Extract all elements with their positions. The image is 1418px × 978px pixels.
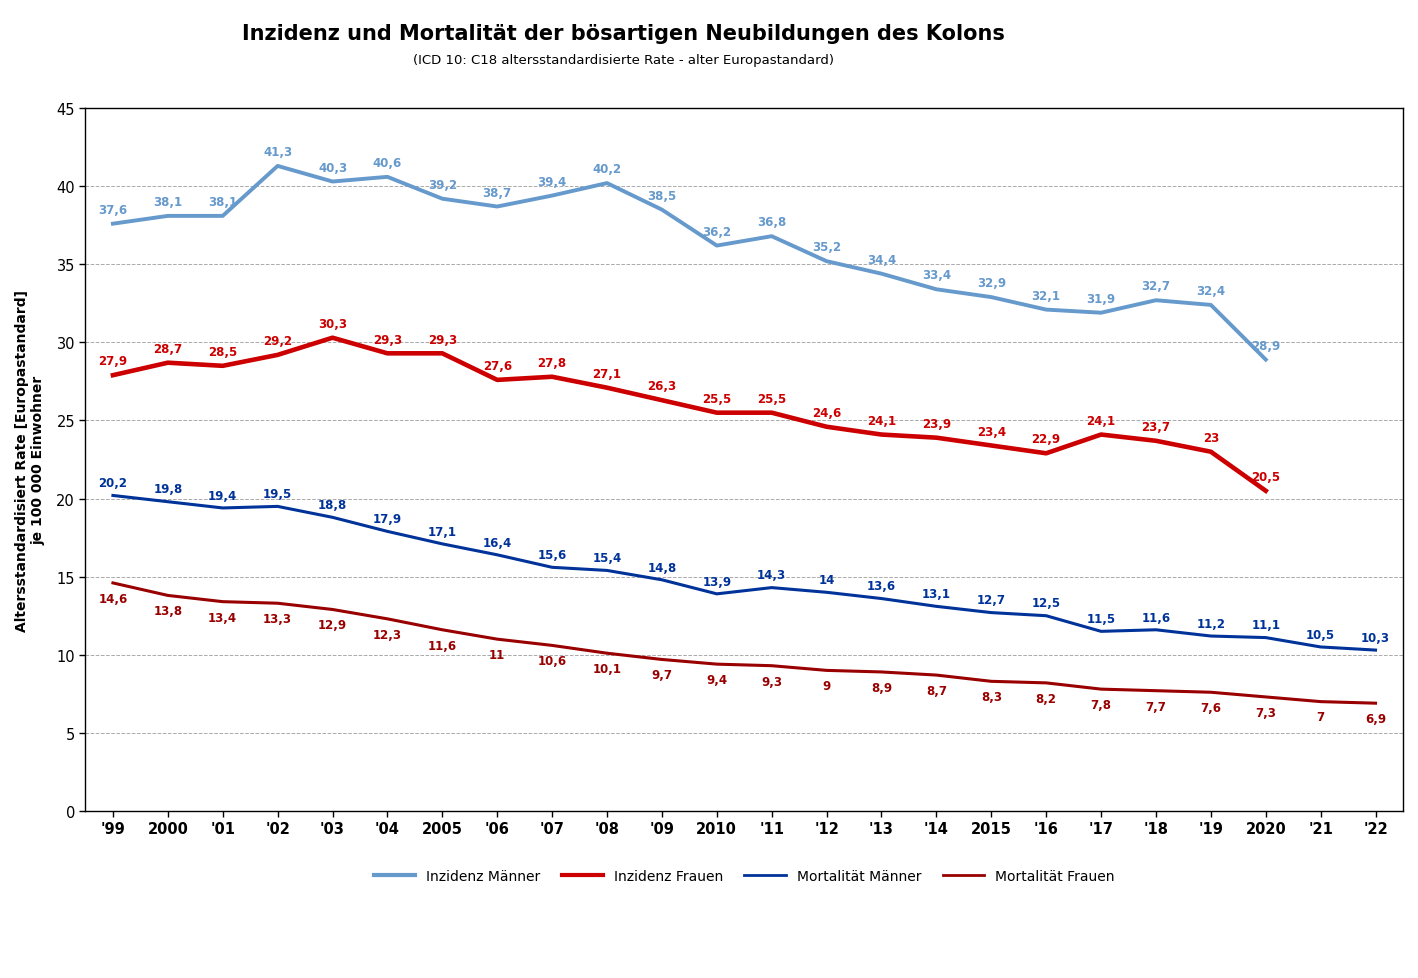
Text: 7,6: 7,6 xyxy=(1201,701,1221,714)
Text: 31,9: 31,9 xyxy=(1086,292,1116,305)
Text: 18,8: 18,8 xyxy=(318,499,347,511)
Text: 12,7: 12,7 xyxy=(977,594,1005,606)
Text: 32,9: 32,9 xyxy=(977,277,1005,290)
Text: 36,2: 36,2 xyxy=(702,226,732,239)
Text: 30,3: 30,3 xyxy=(318,318,347,331)
Text: 8,7: 8,7 xyxy=(926,685,947,697)
Text: 36,8: 36,8 xyxy=(757,216,787,229)
Text: 27,1: 27,1 xyxy=(593,368,621,380)
Text: 11,5: 11,5 xyxy=(1086,612,1116,626)
Text: 19,5: 19,5 xyxy=(262,488,292,501)
Text: 40,3: 40,3 xyxy=(318,161,347,174)
Text: 24,1: 24,1 xyxy=(866,415,896,427)
Text: 39,2: 39,2 xyxy=(428,179,457,192)
Text: 13,6: 13,6 xyxy=(866,580,896,593)
Text: 32,4: 32,4 xyxy=(1197,285,1225,297)
Text: 24,1: 24,1 xyxy=(1086,415,1116,427)
Text: 24,6: 24,6 xyxy=(813,407,841,420)
Text: 7: 7 xyxy=(1316,711,1324,724)
Text: 10,3: 10,3 xyxy=(1361,631,1390,645)
Text: 9,7: 9,7 xyxy=(651,669,672,682)
Text: 38,1: 38,1 xyxy=(208,196,237,209)
Text: 25,5: 25,5 xyxy=(757,392,787,406)
Text: 32,1: 32,1 xyxy=(1032,289,1061,302)
Text: 11,1: 11,1 xyxy=(1251,619,1280,632)
Text: 11: 11 xyxy=(489,648,505,661)
Text: 7,3: 7,3 xyxy=(1255,706,1276,719)
Text: 8,9: 8,9 xyxy=(871,681,892,694)
Text: 28,9: 28,9 xyxy=(1251,339,1280,352)
Text: 14,6: 14,6 xyxy=(98,593,128,605)
Text: 38,5: 38,5 xyxy=(647,190,676,202)
Text: 19,4: 19,4 xyxy=(208,489,237,502)
Text: 27,8: 27,8 xyxy=(537,357,567,370)
Text: 9,4: 9,4 xyxy=(706,673,727,687)
Text: 7,7: 7,7 xyxy=(1146,700,1167,713)
Text: 28,5: 28,5 xyxy=(208,345,237,359)
Text: 13,4: 13,4 xyxy=(208,611,237,624)
Text: 16,4: 16,4 xyxy=(482,536,512,549)
Text: 29,3: 29,3 xyxy=(373,333,401,346)
Text: 13,8: 13,8 xyxy=(153,604,183,618)
Text: 9: 9 xyxy=(822,680,831,692)
Y-axis label: Altersstandardisiert Rate [Europastandard]
je 100 000 Einwohner: Altersstandardisiert Rate [Europastandar… xyxy=(16,289,45,631)
Text: 26,3: 26,3 xyxy=(648,380,676,393)
Text: 14,8: 14,8 xyxy=(647,561,676,574)
Text: 23,7: 23,7 xyxy=(1141,421,1170,433)
Text: 40,2: 40,2 xyxy=(593,163,621,176)
Text: 23,4: 23,4 xyxy=(977,425,1005,438)
Text: 6,9: 6,9 xyxy=(1366,712,1387,726)
Text: 12,5: 12,5 xyxy=(1032,597,1061,610)
Text: 17,1: 17,1 xyxy=(428,525,457,538)
Legend: Inzidenz Männer, Inzidenz Frauen, Mortalität Männer, Mortalität Frauen: Inzidenz Männer, Inzidenz Frauen, Mortal… xyxy=(369,864,1120,888)
Text: 20,5: 20,5 xyxy=(1251,470,1280,483)
Text: 38,7: 38,7 xyxy=(482,187,512,200)
Text: 9,3: 9,3 xyxy=(761,675,783,688)
Text: 23: 23 xyxy=(1202,431,1219,444)
Text: 28,7: 28,7 xyxy=(153,342,183,356)
Text: 14: 14 xyxy=(818,573,835,587)
Text: (ICD 10: C18 altersstandardisierte Rate - alter Europastandard): (ICD 10: C18 altersstandardisierte Rate … xyxy=(414,54,834,67)
Text: 13,3: 13,3 xyxy=(264,612,292,626)
Text: 17,9: 17,9 xyxy=(373,512,401,525)
Text: 37,6: 37,6 xyxy=(98,203,128,217)
Text: 11,6: 11,6 xyxy=(1141,611,1170,624)
Text: 15,6: 15,6 xyxy=(537,549,567,561)
Text: 40,6: 40,6 xyxy=(373,156,403,170)
Text: 12,3: 12,3 xyxy=(373,628,401,641)
Text: 12,9: 12,9 xyxy=(318,619,347,632)
Text: 8,2: 8,2 xyxy=(1035,692,1056,705)
Text: 35,2: 35,2 xyxy=(813,242,841,254)
Text: 34,4: 34,4 xyxy=(866,253,896,267)
Text: Inzidenz und Mortalität der bösartigen Neubildungen des Kolons: Inzidenz und Mortalität der bösartigen N… xyxy=(242,24,1005,44)
Text: 29,3: 29,3 xyxy=(428,333,457,346)
Text: 29,2: 29,2 xyxy=(264,334,292,348)
Text: 10,1: 10,1 xyxy=(593,662,621,676)
Text: 33,4: 33,4 xyxy=(922,269,951,283)
Text: 13,1: 13,1 xyxy=(922,588,951,600)
Text: 23,9: 23,9 xyxy=(922,418,951,430)
Text: 10,6: 10,6 xyxy=(537,654,567,668)
Text: 14,3: 14,3 xyxy=(757,569,786,582)
Text: 38,1: 38,1 xyxy=(153,196,183,209)
Text: 8,3: 8,3 xyxy=(981,690,1001,703)
Text: 11,2: 11,2 xyxy=(1197,617,1225,630)
Text: 13,9: 13,9 xyxy=(702,575,732,588)
Text: 39,4: 39,4 xyxy=(537,176,567,189)
Text: 22,9: 22,9 xyxy=(1032,433,1061,446)
Text: 11,6: 11,6 xyxy=(428,639,457,652)
Text: 27,6: 27,6 xyxy=(482,360,512,373)
Text: 27,9: 27,9 xyxy=(98,355,128,368)
Text: 25,5: 25,5 xyxy=(702,392,732,406)
Text: 19,8: 19,8 xyxy=(153,483,183,496)
Text: 20,2: 20,2 xyxy=(98,476,128,490)
Text: 32,7: 32,7 xyxy=(1141,280,1170,293)
Text: 15,4: 15,4 xyxy=(593,552,621,564)
Text: 41,3: 41,3 xyxy=(264,146,292,159)
Text: 7,8: 7,8 xyxy=(1090,698,1112,711)
Text: 10,5: 10,5 xyxy=(1306,628,1336,641)
